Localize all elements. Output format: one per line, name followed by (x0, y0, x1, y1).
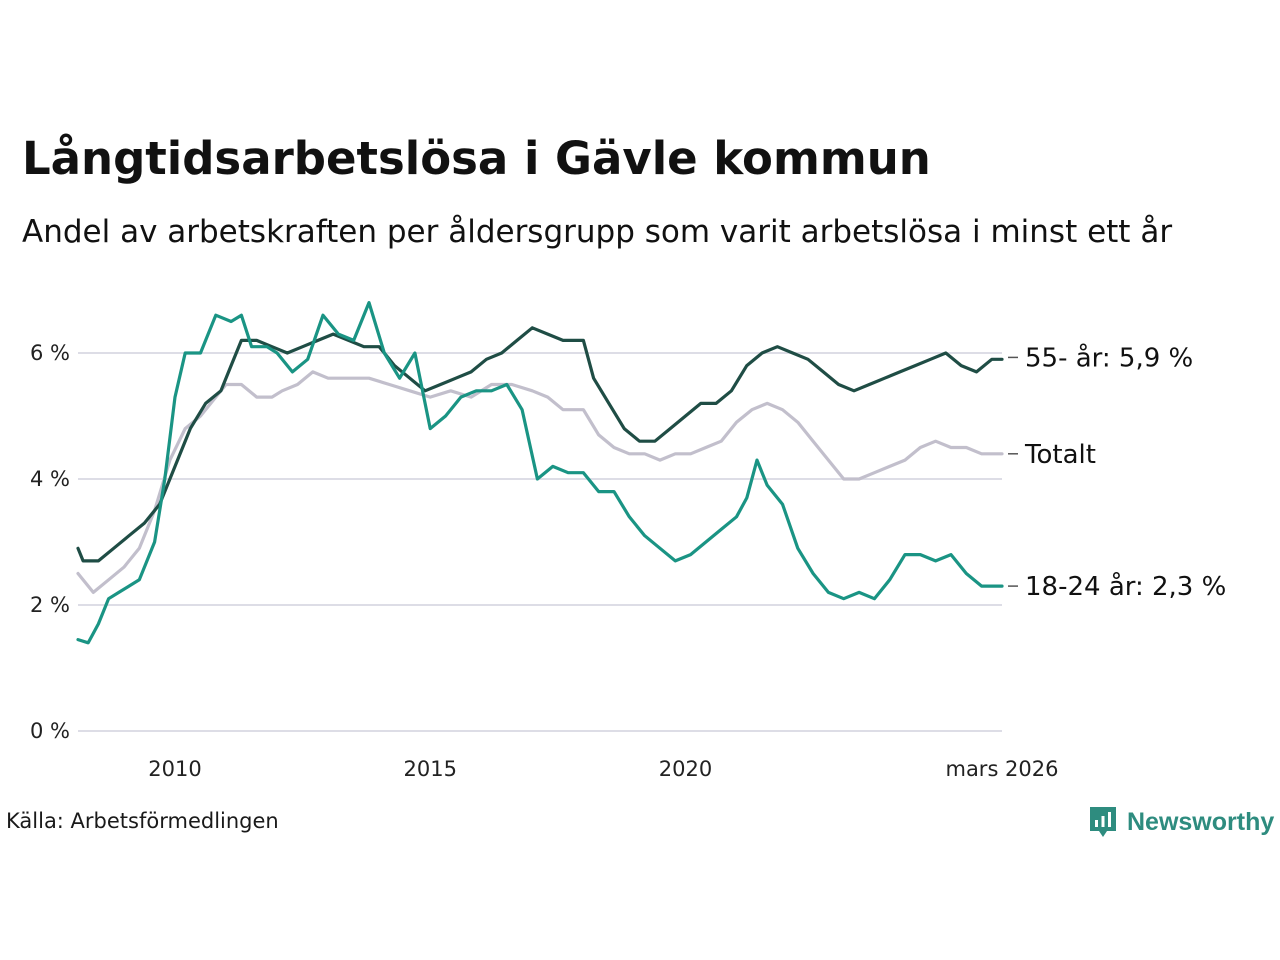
end-labels: Totalt 55- år: 5,9 % 18-24 år: 2,3 % (1008, 342, 1226, 602)
series-line-0 (76, 370, 1004, 594)
x-tick-label: 2020 (659, 757, 712, 781)
x-tick-label: 2015 (404, 757, 457, 781)
series-line-2 (76, 301, 1004, 645)
x-axis-ticks: 2010 2015 2020 mars 2026 (148, 757, 1058, 781)
y-tick-label: 0 % (30, 719, 70, 743)
newsworthy-logo: Newsworthy (1088, 804, 1274, 840)
y-axis-ticks: 0 % 2 % 4 % 6 % (30, 341, 70, 743)
end-label: 18-24 år: 2,3 % (1025, 571, 1226, 602)
x-tick-label: mars 2026 (945, 757, 1058, 781)
y-tick-label: 6 % (30, 341, 70, 365)
chart-title: Långtidsarbetslösa i Gävle kommun (22, 132, 931, 185)
end-label: 55- år: 5,9 % (1025, 342, 1193, 373)
x-tick-label: 2010 (148, 757, 201, 781)
y-tick-label: 2 % (30, 593, 70, 617)
brand-name: Newsworthy (1127, 807, 1275, 836)
chart-subtitle: Andel av arbetskraften per åldersgrupp s… (22, 214, 1173, 250)
series-lines (76, 301, 1004, 645)
source-note: Källa: Arbetsförmedlingen (6, 809, 279, 833)
series-line-1 (76, 326, 1004, 563)
y-tick-label: 4 % (30, 467, 70, 491)
newsworthy-logo-icon (1090, 807, 1116, 837)
grid-lines (78, 352, 1002, 732)
end-label: Totalt (1024, 440, 1096, 470)
